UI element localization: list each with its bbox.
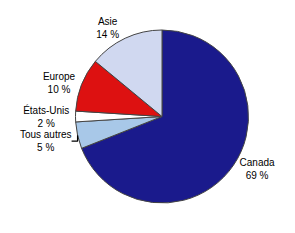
svg-text:Tous autres5 %: Tous autres5 % bbox=[20, 129, 72, 153]
svg-text:Europe10 %: Europe10 % bbox=[43, 71, 76, 95]
svg-text:Asie14 %: Asie14 % bbox=[96, 16, 119, 40]
svg-text:États-Unis2 %: États-Unis2 % bbox=[23, 104, 69, 129]
svg-text:Canada69 %: Canada69 % bbox=[240, 157, 275, 181]
